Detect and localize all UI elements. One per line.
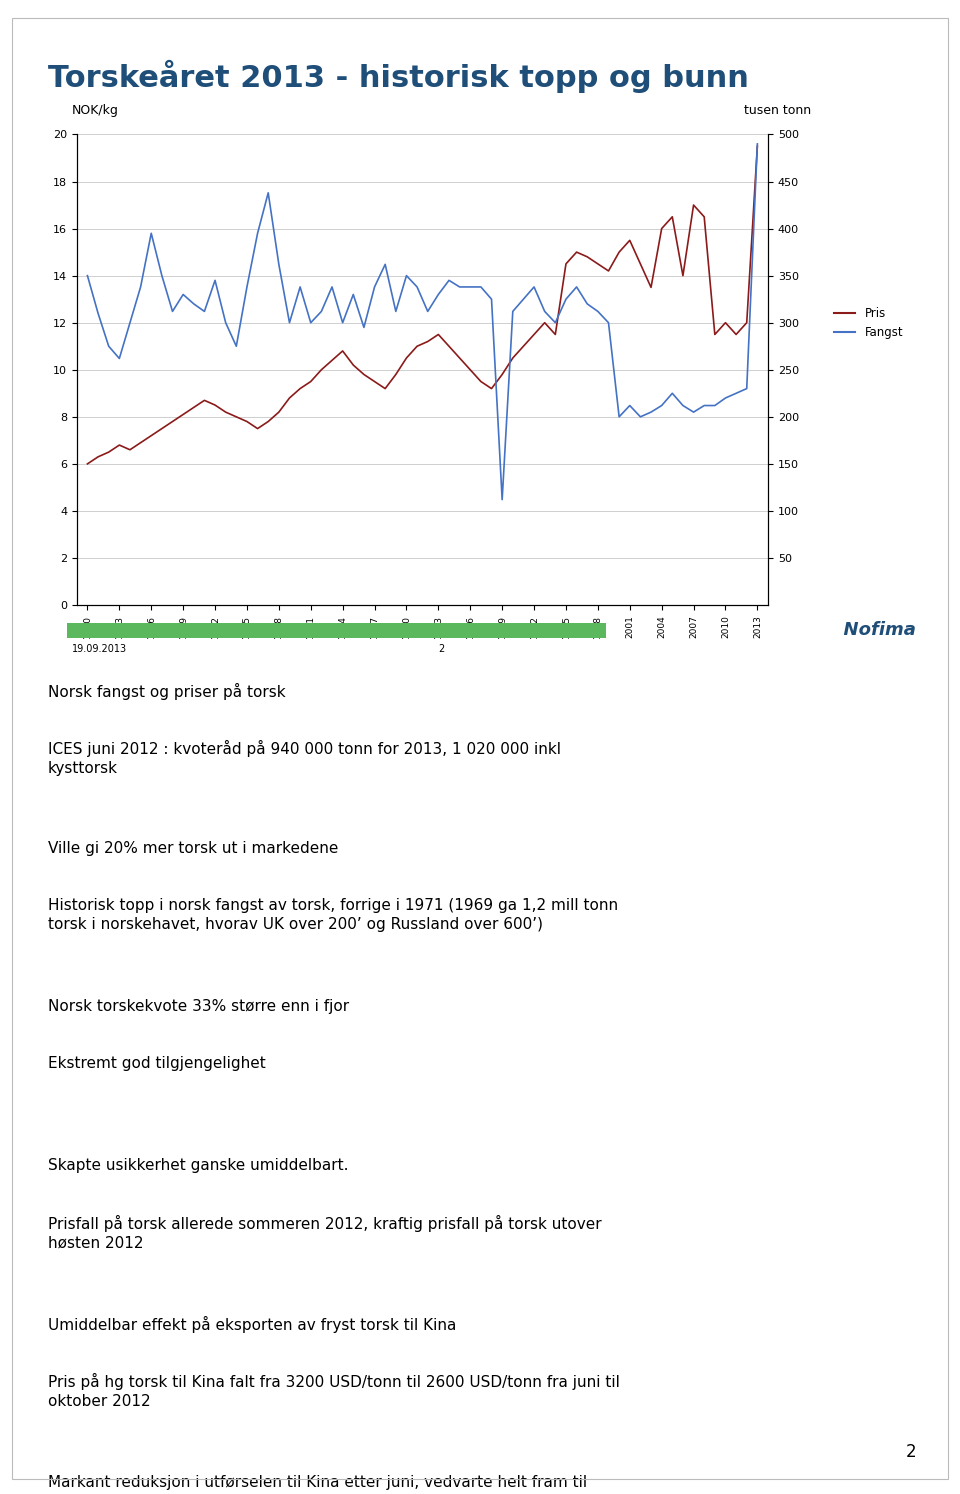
Text: 19.09.2013: 19.09.2013: [72, 644, 127, 654]
Text: Markant reduksjon i utførselen til Kina etter juni, vedvarte helt fram til
novem: Markant reduksjon i utførselen til Kina …: [48, 1475, 588, 1494]
Text: Prisfall på torsk allerede sommeren 2012, kraftig prisfall på torsk utover
høste: Prisfall på torsk allerede sommeren 2012…: [48, 1215, 602, 1250]
Text: Norsk torskekvote 33% større enn i fjor: Norsk torskekvote 33% større enn i fjor: [48, 999, 349, 1014]
Text: ICES juni 2012 : kvoteråd på 940 000 tonn for 2013, 1 020 000 inkl
kysttorsk: ICES juni 2012 : kvoteråd på 940 000 ton…: [48, 740, 561, 775]
Text: Ville gi 20% mer torsk ut i markedene: Ville gi 20% mer torsk ut i markedene: [48, 841, 338, 856]
Text: 2: 2: [906, 1443, 917, 1461]
Text: NOK/kg: NOK/kg: [72, 103, 119, 117]
Text: 2: 2: [439, 644, 444, 654]
Text: Norsk fangst og priser på torsk: Norsk fangst og priser på torsk: [48, 683, 286, 699]
Text: Pris på hg torsk til Kina falt fra 3200 USD/tonn til 2600 USD/tonn fra juni til
: Pris på hg torsk til Kina falt fra 3200 …: [48, 1373, 620, 1409]
Text: Historisk topp i norsk fangst av torsk, forrige i 1971 (1969 ga 1,2 mill tonn
to: Historisk topp i norsk fangst av torsk, …: [48, 898, 618, 932]
Text: tusen tonn: tusen tonn: [744, 103, 811, 117]
Text: Torskeåret 2013 - historisk topp og bunn: Torskeåret 2013 - historisk topp og bunn: [48, 60, 749, 93]
Legend: Pris, Fangst: Pris, Fangst: [829, 302, 908, 344]
Text: Skapte usikkerhet ganske umiddelbart.: Skapte usikkerhet ganske umiddelbart.: [48, 1158, 348, 1173]
Text: Umiddelbar effekt på eksporten av fryst torsk til Kina: Umiddelbar effekt på eksporten av fryst …: [48, 1316, 456, 1333]
Text: Ekstremt god tilgjengelighet: Ekstremt god tilgjengelighet: [48, 1056, 266, 1071]
Text: Nofima: Nofima: [831, 622, 916, 639]
